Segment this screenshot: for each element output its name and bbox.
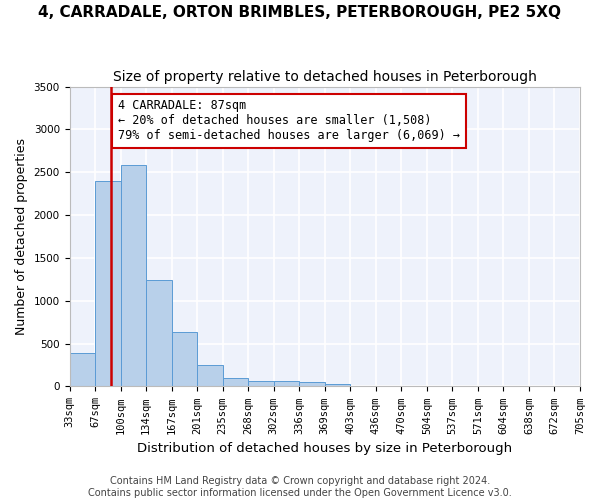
Bar	[299, 382, 325, 386]
Bar	[274, 381, 299, 386]
Bar	[325, 384, 350, 386]
Bar	[146, 280, 172, 386]
Bar	[95, 181, 121, 386]
Text: 4 CARRADALE: 87sqm
← 20% of detached houses are smaller (1,508)
79% of semi-deta: 4 CARRADALE: 87sqm ← 20% of detached hou…	[118, 100, 460, 142]
Bar	[223, 378, 248, 386]
X-axis label: Distribution of detached houses by size in Peterborough: Distribution of detached houses by size …	[137, 442, 512, 455]
Bar	[121, 166, 146, 386]
Bar	[70, 353, 95, 386]
Text: Contains HM Land Registry data © Crown copyright and database right 2024.
Contai: Contains HM Land Registry data © Crown c…	[88, 476, 512, 498]
Text: 4, CARRADALE, ORTON BRIMBLES, PETERBOROUGH, PE2 5XQ: 4, CARRADALE, ORTON BRIMBLES, PETERBOROU…	[38, 5, 562, 20]
Bar	[248, 381, 274, 386]
Bar	[197, 364, 223, 386]
Bar	[172, 332, 197, 386]
Title: Size of property relative to detached houses in Peterborough: Size of property relative to detached ho…	[113, 70, 537, 84]
Y-axis label: Number of detached properties: Number of detached properties	[15, 138, 28, 335]
